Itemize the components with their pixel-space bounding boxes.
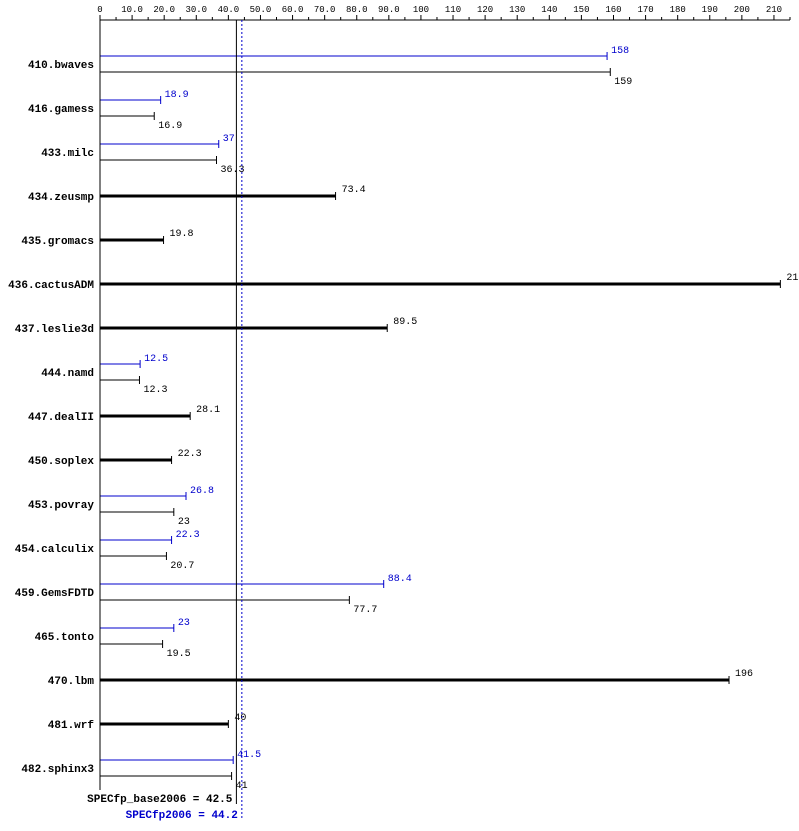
benchmark-label: 459.GemsFDTD	[15, 588, 95, 600]
base-value: 19.5	[167, 649, 191, 660]
benchmark-label: 434.zeusmp	[28, 192, 94, 204]
x-tick-label: 40.0	[218, 5, 240, 15]
base-value: 77.7	[353, 605, 377, 616]
base-value: 159	[614, 77, 632, 88]
base-value: 19.8	[170, 229, 194, 240]
base-value: 196	[735, 669, 753, 680]
base-value: 89.5	[393, 317, 417, 328]
x-tick-label: 10.0	[121, 5, 143, 15]
benchmark-label: 454.calculix	[15, 544, 95, 556]
x-tick-label: 120	[477, 5, 493, 15]
peak-value: 88.4	[388, 574, 412, 585]
peak-value: 18.9	[165, 90, 189, 101]
x-tick-label: 100	[413, 5, 429, 15]
base-value: 16.9	[158, 121, 182, 132]
base-value: 41	[236, 781, 248, 792]
benchmark-label: 436.cactusADM	[8, 280, 94, 292]
benchmark-label: 450.soplex	[28, 456, 94, 468]
benchmark-label: 470.lbm	[48, 676, 95, 688]
spec-chart: 0 10.0 20.0 30.0 40.0 50.0 60.0 70.0 80.0 90.0 100…	[0, 0, 799, 831]
x-tick-label: 140	[541, 5, 557, 15]
benchmark-label: 435.gromacs	[21, 236, 94, 248]
base-value: 36.3	[220, 165, 244, 176]
x-tick-label: 70.0	[314, 5, 336, 15]
peak-value: 12.5	[144, 354, 168, 365]
base-value: 12.3	[143, 385, 167, 396]
peak-value: 26.8	[190, 486, 214, 497]
peak-value: 37	[223, 134, 235, 145]
benchmark-label: 481.wrf	[48, 720, 95, 732]
base-value: 23	[178, 517, 190, 528]
benchmark-label: 444.namd	[41, 368, 94, 380]
benchmark-label: 465.tonto	[35, 632, 95, 644]
x-tick-label: 200	[734, 5, 750, 15]
base-value: 73.4	[342, 185, 366, 196]
x-tick-label: 150	[573, 5, 589, 15]
x-tick-label: 210	[766, 5, 782, 15]
x-tick-label: 80.0	[346, 5, 368, 15]
base-value: 22.3	[178, 449, 202, 460]
x-tick-label: 160	[605, 5, 621, 15]
peak-value: 23	[178, 618, 190, 629]
x-tick-label: 110	[445, 5, 461, 15]
x-tick-label: 60.0	[282, 5, 304, 15]
footer-base-label: SPECfp_base2006 = 42.5	[87, 794, 233, 806]
x-tick-label: 180	[670, 5, 686, 15]
x-tick-label: 0	[97, 5, 102, 15]
benchmark-label: 482.sphinx3	[21, 764, 94, 776]
x-tick-label: 30.0	[185, 5, 207, 15]
x-tick-label: 20.0	[153, 5, 175, 15]
footer-peak-label: SPECfp2006 = 44.2	[126, 810, 238, 822]
base-value: 28.1	[196, 405, 220, 416]
x-tick-label: 170	[637, 5, 653, 15]
peak-value: 41.5	[237, 750, 261, 761]
x-tick-label: 130	[509, 5, 525, 15]
x-tick-label: 90.0	[378, 5, 400, 15]
benchmark-label: 433.milc	[41, 148, 94, 160]
base-value: 212	[786, 273, 799, 284]
peak-value: 22.3	[176, 530, 200, 541]
x-tick-label: 50.0	[250, 5, 272, 15]
benchmark-label: 453.povray	[28, 500, 94, 512]
benchmark-label: 416.gamess	[28, 104, 94, 116]
benchmark-label: 447.dealII	[28, 412, 94, 424]
x-tick-label: 190	[702, 5, 718, 15]
base-value: 20.7	[170, 561, 194, 572]
benchmark-label: 410.bwaves	[28, 60, 94, 72]
benchmark-label: 437.leslie3d	[15, 324, 94, 336]
peak-value: 158	[611, 46, 629, 57]
